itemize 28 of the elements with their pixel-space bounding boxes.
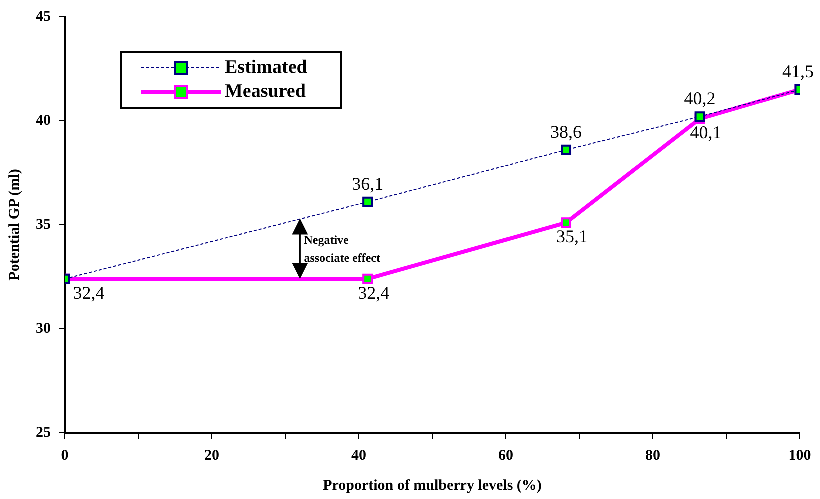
y-tick-label: 40 <box>36 112 51 129</box>
y-tick-label: 25 <box>36 424 51 441</box>
annotation: Negative associate effect <box>304 233 380 266</box>
point <box>561 144 572 156</box>
data-label: 38,6 <box>550 122 582 142</box>
y-tick-label: 35 <box>36 216 51 233</box>
point <box>362 274 374 284</box>
data-label: 32,4 <box>73 282 105 303</box>
legend-label: Measured <box>225 80 306 102</box>
legend-label: Estimated <box>225 56 308 78</box>
x-tick-label: 0 <box>61 448 69 464</box>
x-tick-label: 100 <box>788 448 812 464</box>
point <box>362 196 374 208</box>
x-tick-label: 80 <box>646 448 660 464</box>
data-label: 40,2 <box>684 88 716 109</box>
data-label: 40,1 <box>690 122 722 143</box>
x-axis-title: Proportion of mulberry levels (%) <box>323 478 542 494</box>
x-tick-label: 60 <box>498 448 514 464</box>
y-axis-title: Potential GP (ml) <box>6 169 23 281</box>
point <box>561 218 572 228</box>
data-label: 36,1 <box>352 174 384 194</box>
data-label: 41,5 <box>782 62 814 82</box>
data-label: 32,4 <box>358 282 390 303</box>
y-tick-label: 30 <box>36 320 51 337</box>
data-label: 35,1 <box>556 226 588 247</box>
y-tick-label: 45 <box>36 8 51 25</box>
x-tick-label: 20 <box>204 448 220 464</box>
x-tick-label: 40 <box>352 448 366 464</box>
